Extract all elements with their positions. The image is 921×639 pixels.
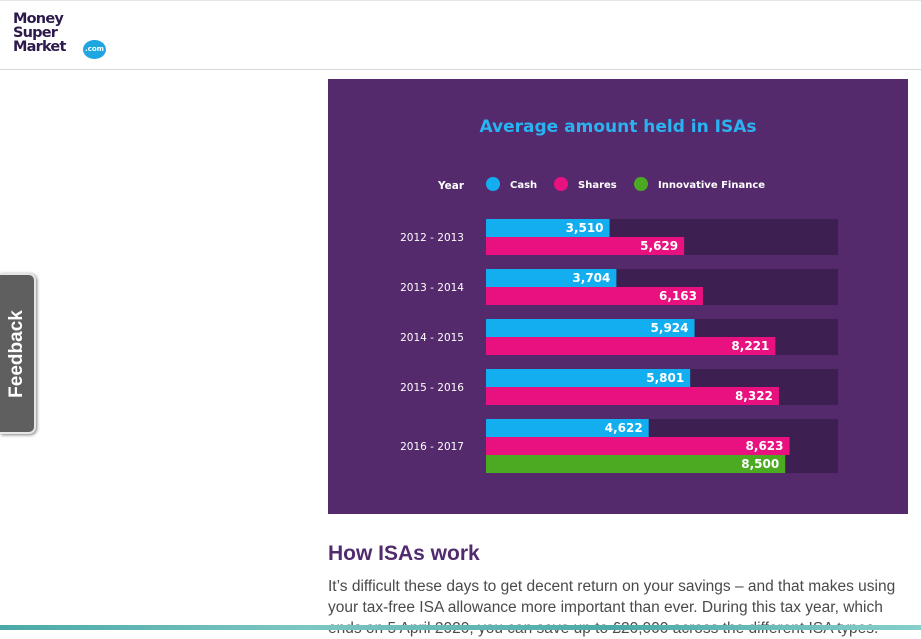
bar-2 <box>486 337 776 355</box>
logo-text-market: Market <box>13 39 66 55</box>
bar-3 <box>486 455 786 473</box>
feedback-label: Feedback <box>6 309 27 398</box>
feedback-tab[interactable]: Feedback <box>0 273 36 434</box>
bar-1 <box>486 319 695 337</box>
bar-1 <box>486 269 617 287</box>
bar-value-label: 3,704 <box>572 271 610 285</box>
category-label: 2013 - 2014 <box>400 282 464 294</box>
bar-value-label: 8,221 <box>731 339 769 353</box>
bottom-banner-strip <box>0 625 921 630</box>
bar-value-label: 5,629 <box>640 239 678 253</box>
bar-value-label: 8,500 <box>741 457 779 471</box>
site-header: Money Super Market .com <box>0 0 921 70</box>
bar-2 <box>486 287 703 305</box>
section-heading: How ISAs work <box>328 542 480 565</box>
legend-label-3: Innovative Finance <box>658 180 765 191</box>
bar-value-label: 6,163 <box>659 289 697 303</box>
isa-bar-chart: Average amount held in ISAs Year Cash Share… <box>400 117 838 473</box>
legend-label-2: Shares <box>578 180 617 191</box>
bar-value-label: 8,623 <box>746 439 784 453</box>
bar-2 <box>486 237 685 255</box>
bar-1 <box>486 419 649 437</box>
isa-infographic: Average amount held in ISAs Year Cash Share… <box>328 79 908 514</box>
legend-title: Year <box>437 180 465 192</box>
category-label: 2015 - 2016 <box>400 382 464 394</box>
bar-2 <box>486 387 779 405</box>
bar-1 <box>486 219 610 237</box>
bar-2 <box>486 437 790 455</box>
logo-text-super: Super <box>13 25 58 41</box>
chart-title: Average amount held in ISAs <box>480 117 757 137</box>
logo-text-money: Money <box>13 11 64 27</box>
bar-value-label: 5,801 <box>646 371 684 385</box>
moneysupermarket-logo[interactable]: Money Super Market .com <box>13 11 106 62</box>
legend-marker-1 <box>486 177 500 191</box>
bar-value-label: 8,322 <box>735 389 773 403</box>
bar-value-label: 4,622 <box>605 421 643 435</box>
bar-value-label: 5,924 <box>651 321 689 335</box>
category-label: 2014 - 2015 <box>400 332 464 344</box>
category-label: 2012 - 2013 <box>400 232 464 244</box>
legend-label-1: Cash <box>510 180 537 191</box>
legend-marker-3 <box>634 177 648 191</box>
bar-1 <box>486 369 691 387</box>
bar-value-label: 3,510 <box>566 221 604 235</box>
logo-com-badge: .com <box>83 40 106 59</box>
legend-marker-2 <box>554 177 568 191</box>
category-label: 2016 - 2017 <box>400 441 464 453</box>
